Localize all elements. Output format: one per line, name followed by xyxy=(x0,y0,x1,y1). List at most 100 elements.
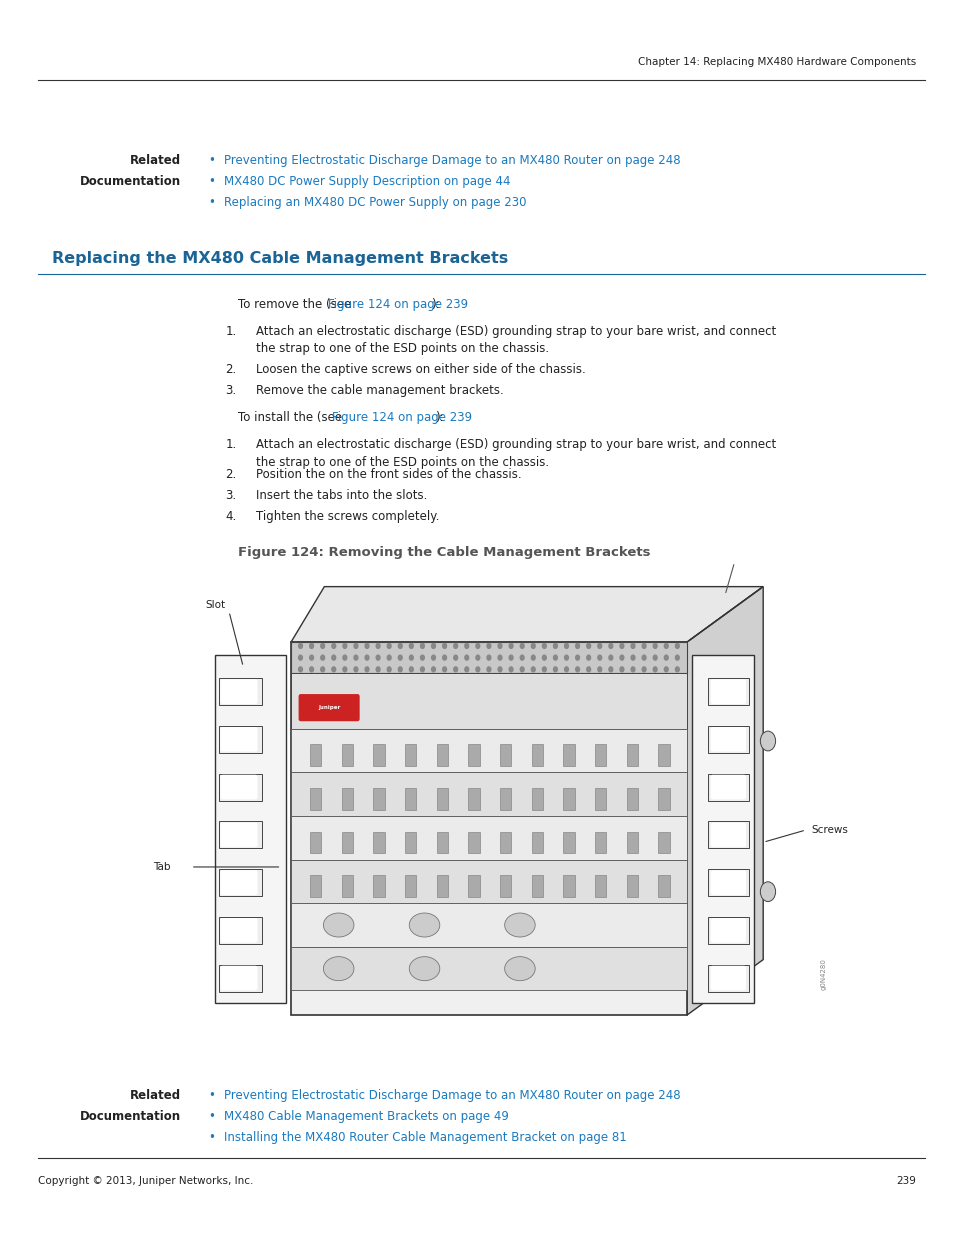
Circle shape xyxy=(631,667,635,672)
Circle shape xyxy=(409,667,413,672)
Ellipse shape xyxy=(323,957,354,981)
Circle shape xyxy=(442,643,446,648)
Circle shape xyxy=(608,655,612,661)
Bar xyxy=(531,876,542,897)
Polygon shape xyxy=(219,869,262,897)
Text: Related: Related xyxy=(130,1089,181,1103)
Bar xyxy=(373,788,384,810)
Text: ):: ): xyxy=(430,298,438,311)
Circle shape xyxy=(298,655,302,661)
Circle shape xyxy=(653,643,657,648)
Text: Position the on the front sides of the chassis.: Position the on the front sides of the c… xyxy=(255,468,520,482)
Text: 4.: 4. xyxy=(225,510,236,524)
Text: Installing the MX480 Router Cable Management Bracket on page 81: Installing the MX480 Router Cable Manage… xyxy=(224,1131,626,1145)
Circle shape xyxy=(641,655,645,661)
Polygon shape xyxy=(707,916,748,944)
Circle shape xyxy=(454,667,457,672)
Circle shape xyxy=(519,643,523,648)
Text: Figure 124: Removing the Cable Management Brackets: Figure 124: Removing the Cable Managemen… xyxy=(238,546,650,559)
Circle shape xyxy=(442,655,446,661)
Polygon shape xyxy=(707,678,748,705)
Bar xyxy=(468,788,479,810)
Circle shape xyxy=(586,655,590,661)
Polygon shape xyxy=(707,726,748,753)
Bar xyxy=(562,831,574,853)
Polygon shape xyxy=(291,947,686,990)
Circle shape xyxy=(409,655,413,661)
Circle shape xyxy=(675,667,679,672)
Bar xyxy=(310,831,321,853)
Polygon shape xyxy=(291,903,686,947)
Circle shape xyxy=(431,655,435,661)
Circle shape xyxy=(542,667,546,672)
Text: Copyright © 2013, Juniper Networks, Inc.: Copyright © 2013, Juniper Networks, Inc. xyxy=(38,1176,253,1186)
Text: Figure 124 on page 239: Figure 124 on page 239 xyxy=(327,298,467,311)
Bar xyxy=(562,788,574,810)
FancyBboxPatch shape xyxy=(220,871,257,895)
Polygon shape xyxy=(707,965,748,992)
Text: Screws: Screws xyxy=(810,825,847,835)
Polygon shape xyxy=(707,869,748,897)
Circle shape xyxy=(542,643,546,648)
Circle shape xyxy=(320,643,324,648)
Polygon shape xyxy=(291,642,686,1015)
Bar xyxy=(595,745,606,766)
Circle shape xyxy=(332,667,335,672)
Circle shape xyxy=(564,667,568,672)
Text: 2.: 2. xyxy=(225,468,236,482)
Circle shape xyxy=(409,643,413,648)
Circle shape xyxy=(497,667,501,672)
Circle shape xyxy=(641,643,645,648)
Text: the strap to one of the ESD points on the chassis.: the strap to one of the ESD points on th… xyxy=(255,456,548,469)
Circle shape xyxy=(442,667,446,672)
Circle shape xyxy=(564,655,568,661)
Text: Related: Related xyxy=(130,154,181,168)
Bar xyxy=(499,876,511,897)
Circle shape xyxy=(365,667,369,672)
Circle shape xyxy=(476,655,479,661)
Bar xyxy=(341,788,353,810)
Text: •: • xyxy=(208,1089,214,1103)
Circle shape xyxy=(486,643,490,648)
FancyBboxPatch shape xyxy=(710,774,745,799)
Bar xyxy=(595,788,606,810)
Text: the strap to one of the ESD points on the chassis.: the strap to one of the ESD points on th… xyxy=(255,342,548,356)
Text: Tab: Tab xyxy=(152,862,170,872)
Text: MX480 Cable Management Brackets on page 49: MX480 Cable Management Brackets on page … xyxy=(224,1110,509,1124)
Circle shape xyxy=(575,667,578,672)
Text: 1.: 1. xyxy=(225,438,236,452)
Ellipse shape xyxy=(504,913,535,937)
Circle shape xyxy=(398,655,402,661)
Circle shape xyxy=(598,643,601,648)
Circle shape xyxy=(509,667,513,672)
Circle shape xyxy=(663,667,667,672)
Circle shape xyxy=(387,667,391,672)
Text: •: • xyxy=(208,1110,214,1124)
Bar xyxy=(626,876,638,897)
Circle shape xyxy=(375,655,379,661)
Circle shape xyxy=(653,667,657,672)
Circle shape xyxy=(454,655,457,661)
Circle shape xyxy=(320,655,324,661)
Circle shape xyxy=(354,667,357,672)
Bar xyxy=(405,788,416,810)
Polygon shape xyxy=(291,816,686,860)
Circle shape xyxy=(619,667,623,672)
Text: Preventing Electrostatic Discharge Damage to an MX480 Router on page 248: Preventing Electrostatic Discharge Damag… xyxy=(224,154,680,168)
FancyBboxPatch shape xyxy=(710,727,745,752)
Polygon shape xyxy=(291,772,686,816)
Circle shape xyxy=(375,667,379,672)
Bar xyxy=(310,876,321,897)
Circle shape xyxy=(542,655,546,661)
Bar xyxy=(499,745,511,766)
Text: 239: 239 xyxy=(895,1176,915,1186)
Bar xyxy=(658,876,669,897)
Bar xyxy=(626,788,638,810)
Circle shape xyxy=(631,643,635,648)
Circle shape xyxy=(553,667,557,672)
Bar xyxy=(436,831,448,853)
Text: •: • xyxy=(208,154,214,168)
Bar xyxy=(626,831,638,853)
Polygon shape xyxy=(691,655,753,1003)
Circle shape xyxy=(575,643,578,648)
